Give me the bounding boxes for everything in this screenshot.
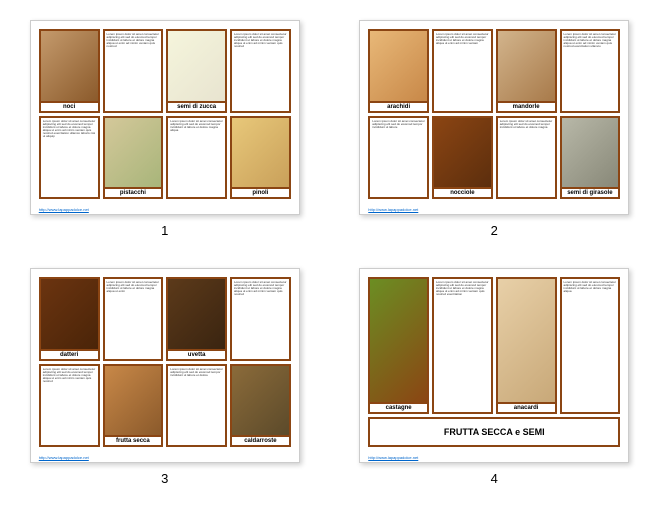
text: Lorem ipsum dolor sit amet consectetur a… — [562, 31, 619, 111]
text: Lorem ipsum dolor sit amet consectetur a… — [370, 118, 427, 198]
page-2-wrap: arachidi Lorem ipsum dolor sit amet cons… — [350, 20, 640, 238]
card-anacardi: anacardi — [496, 277, 557, 414]
page-3: datteri Lorem ipsum dolor sit amet conse… — [30, 268, 300, 463]
img-anac — [498, 279, 555, 402]
card-text: Lorem ipsum dolor sit amet consectetur a… — [432, 29, 493, 113]
text: Lorem ipsum dolor sit amet consectetur a… — [232, 31, 289, 111]
card-castagne: castagne — [368, 277, 429, 414]
label-pist: pistacchi — [105, 187, 162, 197]
label-uvet: uvetta — [168, 349, 225, 359]
page-1-wrap: noci Lorem ipsum dolor sit amet consecte… — [20, 20, 310, 238]
card-text: Lorem ipsum dolor sit amet consectetur a… — [230, 29, 291, 113]
page-1: noci Lorem ipsum dolor sit amet consecte… — [30, 20, 300, 215]
label-cald: caldarroste — [232, 435, 289, 445]
card-text: Lorem ipsum dolor sit amet consectetur a… — [230, 277, 291, 361]
card-pinoli: pinoli — [230, 116, 291, 200]
footer-link[interactable]: http://www.lapappadolce.net — [368, 207, 418, 212]
card-noci: noci — [39, 29, 100, 113]
img-nocc — [434, 118, 491, 188]
text: Lorem ipsum dolor sit amet consectetur a… — [41, 366, 98, 446]
card-uvetta: uvetta — [166, 277, 227, 361]
label-gira: semi di girasole — [562, 187, 619, 197]
text: Lorem ipsum dolor sit amet consectetur a… — [434, 279, 491, 412]
card-text: Lorem ipsum dolor sit amet consectetur a… — [368, 116, 429, 200]
text: Lorem ipsum dolor sit amet consectetur a… — [105, 31, 162, 111]
label-noci: noci — [41, 101, 98, 111]
page-num-1: 1 — [161, 223, 168, 238]
page-4-wrap: castagne Lorem ipsum dolor sit amet cons… — [350, 268, 640, 486]
card-text: Lorem ipsum dolor sit amet consectetur a… — [166, 364, 227, 448]
card-text: Lorem ipsum dolor sit amet consectetur a… — [39, 364, 100, 448]
img-cast — [370, 279, 427, 402]
text: Lorem ipsum dolor sit amet consectetur a… — [168, 118, 225, 198]
card-mandorle: mandorle — [496, 29, 557, 113]
card-arachidi: arachidi — [368, 29, 429, 113]
card-caldarroste: caldarroste — [230, 364, 291, 448]
label-datt: datteri — [41, 349, 98, 359]
page-4: castagne Lorem ipsum dolor sit amet cons… — [359, 268, 629, 463]
text: Lorem ipsum dolor sit amet consectetur a… — [434, 31, 491, 111]
img-semi — [168, 31, 225, 101]
card-nocciole: nocciole — [432, 116, 493, 200]
label-pino: pinoli — [232, 187, 289, 197]
card-text: Lorem ipsum dolor sit amet consectetur a… — [103, 277, 164, 361]
footer-link[interactable]: http://www.lapappadolce.net — [368, 455, 418, 460]
cards-2: arachidi Lorem ipsum dolor sit amet cons… — [368, 29, 620, 199]
card-pistacchi: pistacchi — [103, 116, 164, 200]
card-frutta: frutta secca — [103, 364, 164, 448]
label-nocc: nocciole — [434, 187, 491, 197]
card-text: Lorem ipsum dolor sit amet consectetur a… — [39, 116, 100, 200]
text: Lorem ipsum dolor sit amet consectetur a… — [105, 279, 162, 359]
cards-1: noci Lorem ipsum dolor sit amet consecte… — [39, 29, 291, 199]
page-grid: noci Lorem ipsum dolor sit amet consecte… — [20, 20, 639, 486]
page-num-3: 3 — [161, 471, 168, 486]
label-cast: castagne — [370, 402, 427, 412]
img-frut — [105, 366, 162, 436]
label-mand: mandorle — [498, 101, 555, 111]
text: Lorem ipsum dolor sit amet consectetur a… — [232, 279, 289, 359]
page-3-wrap: datteri Lorem ipsum dolor sit amet conse… — [20, 268, 310, 486]
title-box: FRUTTA SECCA e SEMI — [368, 417, 620, 447]
cards-3: datteri Lorem ipsum dolor sit amet conse… — [39, 277, 291, 447]
card-semi: semi di zucca — [166, 29, 227, 113]
label-arac: arachidi — [370, 101, 427, 111]
label-anac: anacardi — [498, 402, 555, 412]
img-cald — [232, 366, 289, 436]
img-noci — [41, 31, 98, 101]
card-text: Lorem ipsum dolor sit amet consectetur a… — [432, 277, 493, 414]
label-frut: frutta secca — [105, 435, 162, 445]
card-text: Lorem ipsum dolor sit amet consectetur a… — [560, 277, 621, 414]
footer-link[interactable]: http://www.lapappadolce.net — [39, 455, 89, 460]
img-pist — [105, 118, 162, 188]
page-num-4: 4 — [491, 471, 498, 486]
card-text: Lorem ipsum dolor sit amet consectetur a… — [496, 116, 557, 200]
img-datt — [41, 279, 98, 349]
card-text: Lorem ipsum dolor sit amet consectetur a… — [560, 29, 621, 113]
img-arac — [370, 31, 427, 101]
page-num-2: 2 — [491, 223, 498, 238]
card-text: Lorem ipsum dolor sit amet consectetur a… — [166, 116, 227, 200]
footer-link[interactable]: http://www.lapappadolce.net — [39, 207, 89, 212]
img-uvet — [168, 279, 225, 349]
label-semi: semi di zucca — [168, 101, 225, 111]
card-text: Lorem ipsum dolor sit amet consectetur a… — [103, 29, 164, 113]
text: Lorem ipsum dolor sit amet consectetur a… — [168, 366, 225, 446]
img-pino — [232, 118, 289, 188]
card-datteri: datteri — [39, 277, 100, 361]
text: Lorem ipsum dolor sit amet consectetur a… — [41, 118, 98, 198]
img-mand — [498, 31, 555, 101]
text: Lorem ipsum dolor sit amet consectetur a… — [562, 279, 619, 412]
cards-4: castagne Lorem ipsum dolor sit amet cons… — [368, 277, 620, 447]
page-2: arachidi Lorem ipsum dolor sit amet cons… — [359, 20, 629, 215]
card-girasole: semi di girasole — [560, 116, 621, 200]
img-gira — [562, 118, 619, 188]
text: Lorem ipsum dolor sit amet consectetur a… — [498, 118, 555, 198]
